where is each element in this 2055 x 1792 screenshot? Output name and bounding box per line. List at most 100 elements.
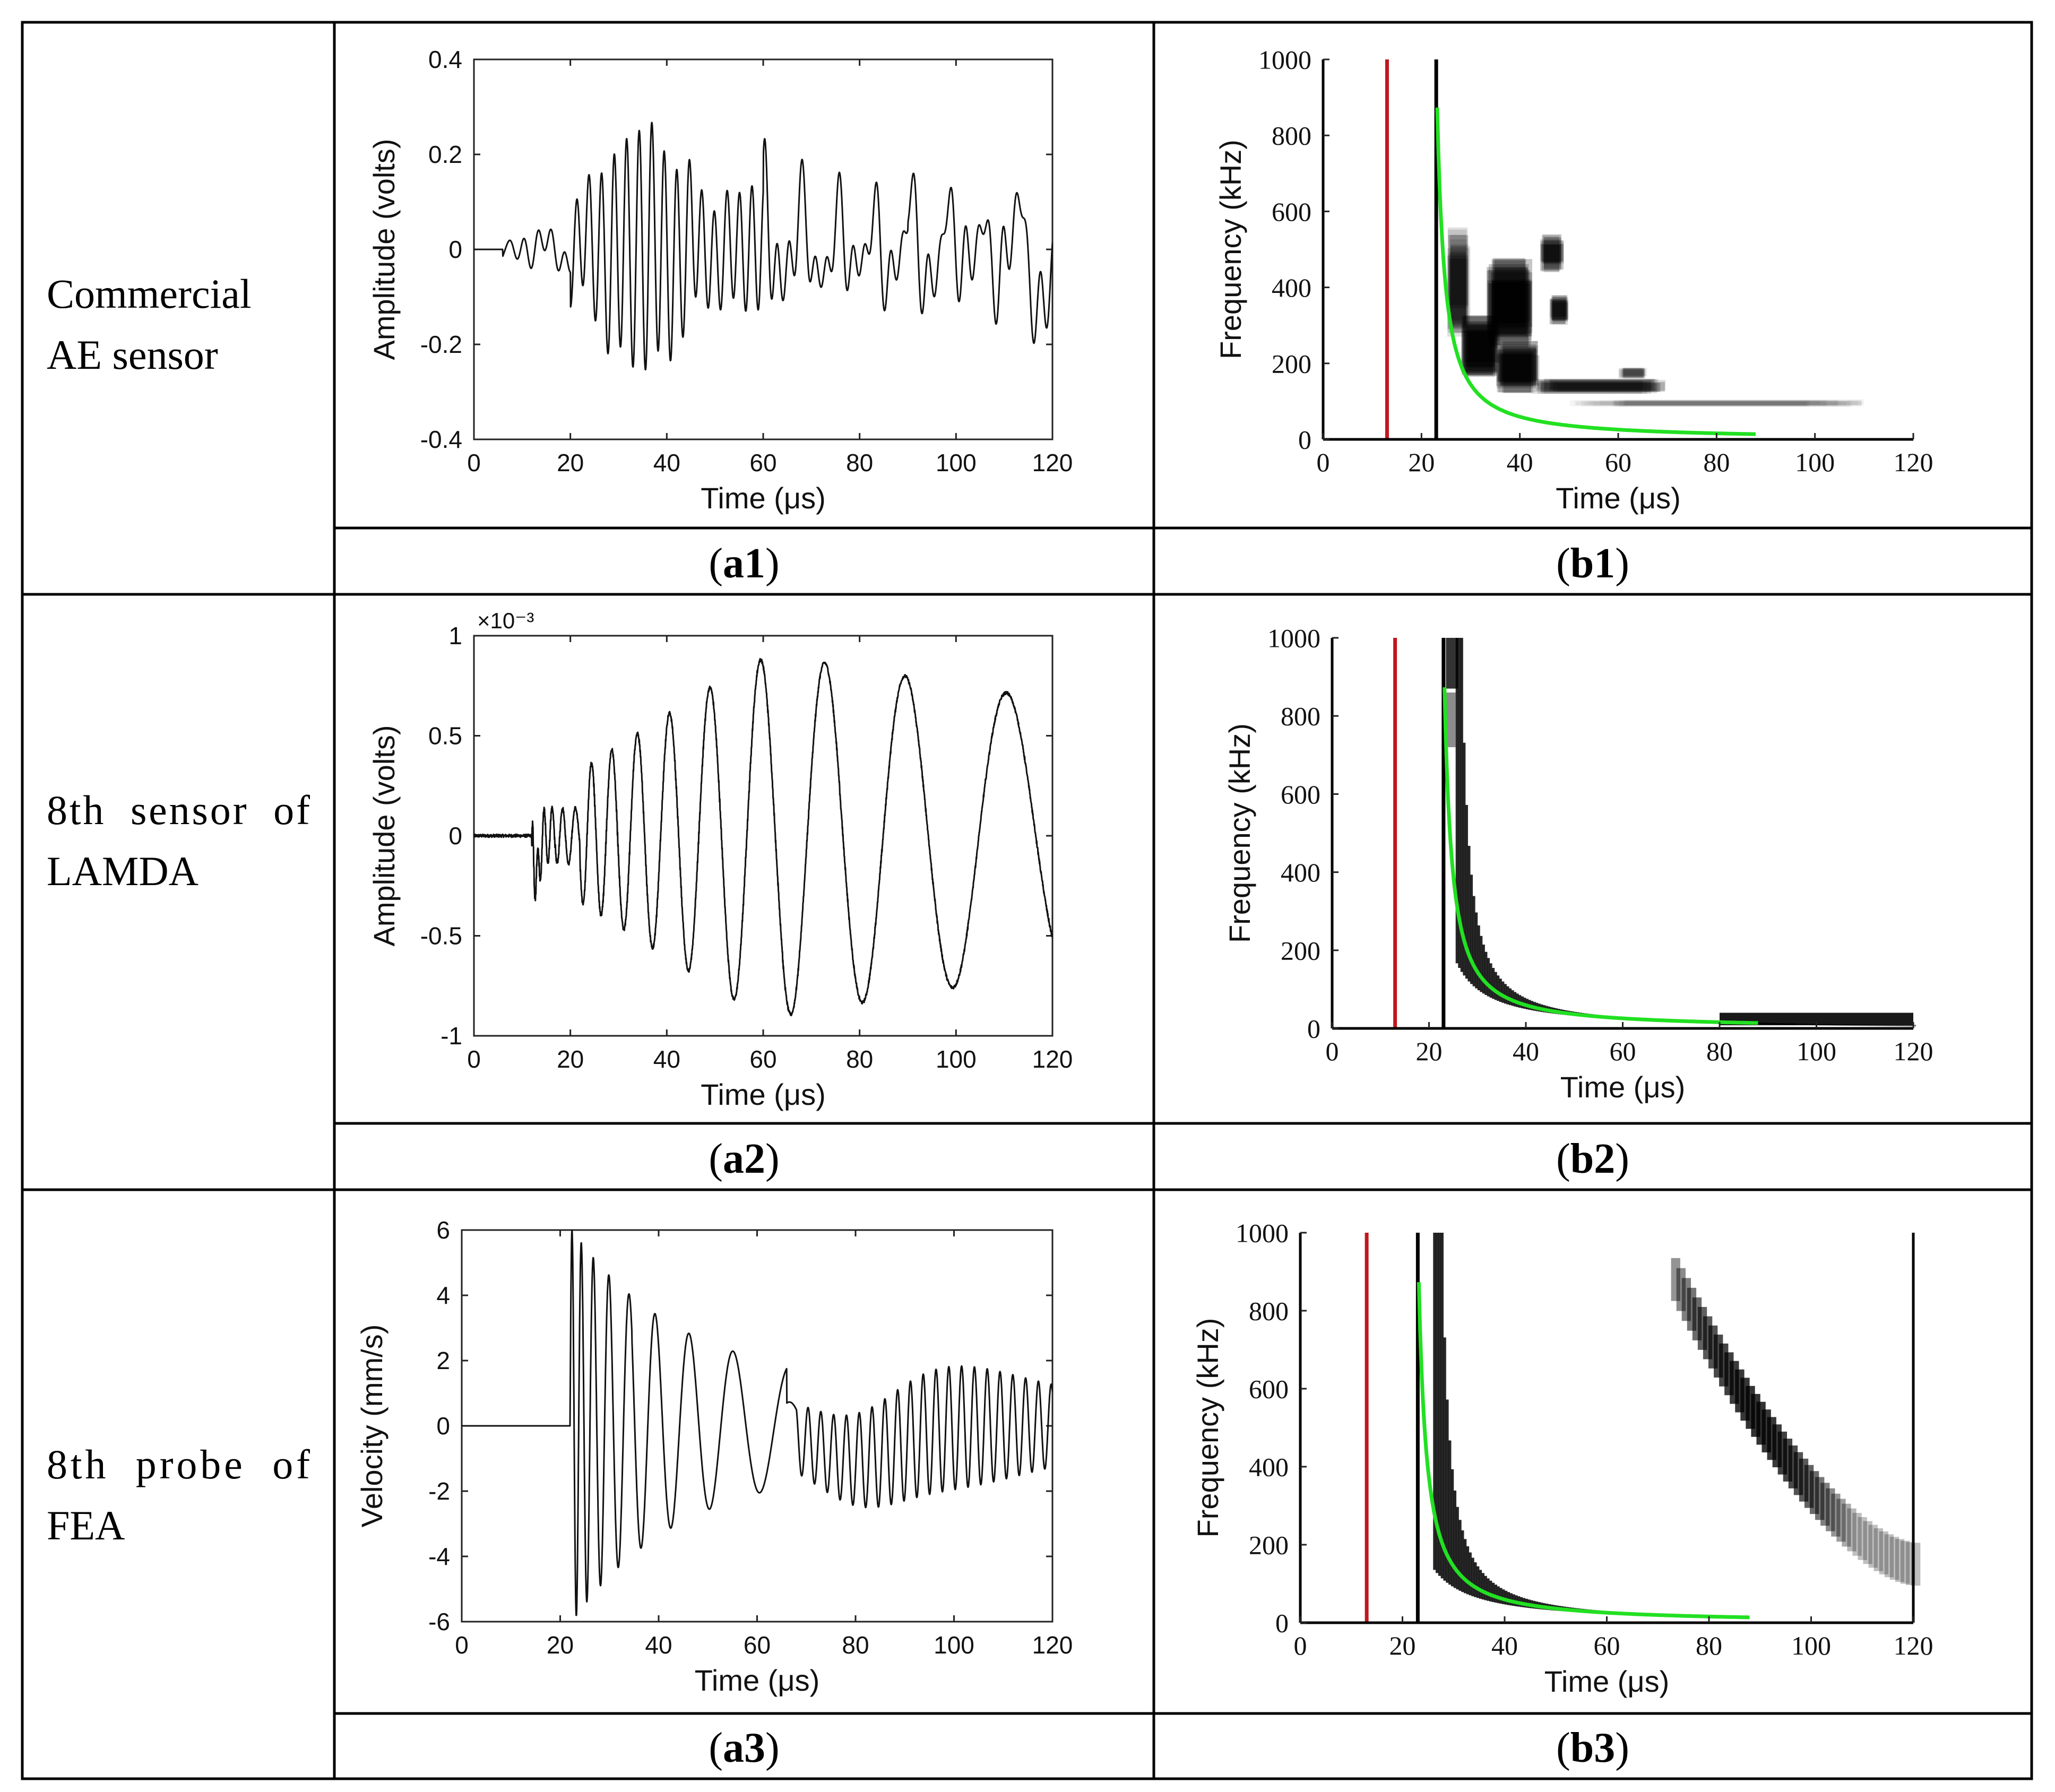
- energy-blob: [1530, 383, 1652, 392]
- y-tick-label: 1000: [1258, 45, 1311, 75]
- energy-blob: [1450, 246, 1471, 324]
- table-grid: [21, 21, 2033, 1780]
- energy-blob: [1551, 300, 1566, 321]
- energy-band-cell: [1443, 1337, 1446, 1581]
- x-tick-label: 120: [1894, 447, 1933, 477]
- energy-blob: [1500, 345, 1538, 382]
- energy-blob: [1540, 240, 1560, 271]
- energy-blob: [1552, 382, 1665, 392]
- row-label-2-line1: 8th sensor of: [47, 787, 310, 833]
- energy-blob: [1541, 383, 1660, 392]
- energy-band-cell: [1497, 1586, 1500, 1604]
- energy-band-cell: [1489, 963, 1492, 998]
- energy-blob: [1461, 331, 1495, 367]
- energy-band-cell: [1484, 1575, 1487, 1600]
- energy-blob: [1503, 341, 1538, 380]
- x-tick-label: 20: [1408, 447, 1435, 477]
- y-tick-label: -1: [441, 1022, 462, 1050]
- secondary-mode-cell: [1842, 1503, 1851, 1547]
- x-tick-label: 80: [846, 449, 873, 477]
- row-label-3: 8th probe of FEA: [47, 1441, 310, 1548]
- row-label-1-line1: Commercial: [47, 271, 252, 317]
- energy-blob: [1495, 259, 1526, 335]
- energy-blob: [1543, 237, 1561, 263]
- energy-band-cell: [1453, 1490, 1457, 1588]
- energy-blob: [1498, 351, 1534, 382]
- dispersion-ridge-line: [1417, 1282, 1750, 1620]
- energy-blob: [1463, 330, 1497, 371]
- x-tick-label: 60: [749, 1045, 776, 1073]
- energy-blob: [1542, 234, 1561, 263]
- x-tick-label: 60: [744, 1631, 771, 1659]
- waveform-line: [461, 1229, 1054, 1616]
- row-label-2-line2: LAMDA: [47, 848, 198, 894]
- x-tick-label: 60: [749, 449, 776, 477]
- energy-blob: [1619, 369, 1646, 376]
- energy-blob: [1623, 367, 1643, 378]
- x-axis-label: Time (μs): [695, 1664, 819, 1697]
- energy-blob: [1489, 283, 1529, 348]
- y-tick-label: 0: [448, 236, 462, 263]
- x-tick-label: 0: [1326, 1036, 1339, 1066]
- energy-blob: [1450, 258, 1469, 306]
- energy-band-cell: [1470, 875, 1473, 984]
- x-tick-label: 40: [653, 1045, 680, 1073]
- energy-blob: [1549, 299, 1566, 324]
- energy-band-cell: [1467, 846, 1471, 982]
- energy-blob: [1540, 239, 1561, 271]
- x-tick-label: 0: [467, 449, 481, 477]
- caption-b3: (b3): [1556, 1725, 1629, 1771]
- energy-band-cell: [1906, 1025, 1909, 1027]
- energy-blob: [1576, 401, 1863, 405]
- caption-a1: (a1): [709, 540, 779, 587]
- waveform-chart-a1: 0 20 40 60 80 100 120 -0.4 -0.2 0 0.2 0.4 Time (μs) A…: [367, 46, 1073, 515]
- energy-band-cell: [1497, 975, 1500, 1001]
- y-tick-label: 600: [1272, 197, 1311, 227]
- energy-blob: [1552, 300, 1568, 320]
- energy-band-cell: [1913, 1025, 1916, 1027]
- energy-blob: [1543, 240, 1564, 270]
- energy-blob: [1501, 354, 1531, 384]
- energy-blob: [1499, 344, 1536, 386]
- x-tick-label: 0: [1317, 447, 1330, 477]
- energy-blob: [1540, 244, 1564, 261]
- x-tick-label: 100: [1797, 1036, 1836, 1066]
- energy-band-cell: [1484, 951, 1488, 995]
- energy-blob: [1550, 300, 1567, 317]
- energy-blob: [1552, 295, 1567, 320]
- x-axis-label: Time (μs): [1560, 1070, 1685, 1104]
- energy-blob: [1461, 316, 1498, 373]
- x-tick-label: 120: [1894, 1631, 1933, 1660]
- energy-band-cell: [1433, 1233, 1436, 1570]
- caption-a3-label: a3: [723, 1725, 765, 1771]
- x-tick-label: 100: [934, 1631, 974, 1659]
- y-tick-label: 1000: [1267, 624, 1320, 653]
- secondary-mode-cell: [1858, 1517, 1867, 1560]
- energy-band-cell: [1448, 1440, 1452, 1585]
- x-tick-label: 20: [1389, 1631, 1416, 1660]
- energy-blob: [1466, 326, 1493, 375]
- x-tick-label: 100: [1795, 447, 1835, 477]
- energy-band-cell: [1465, 804, 1468, 979]
- energy-band-cell: [1879, 1024, 1883, 1026]
- y-tick-label: -0.2: [420, 331, 462, 358]
- energy-blob: [1449, 252, 1466, 320]
- energy-blob: [1543, 379, 1659, 392]
- energy-band-cell: [1487, 1578, 1490, 1601]
- energy-band-cell: [1898, 1025, 1902, 1027]
- secondary-mode-cell: [1831, 1493, 1841, 1537]
- energy-blob: [1449, 239, 1467, 333]
- row-label-3-line1: 8th probe of: [47, 1441, 310, 1487]
- energy-band-cell: [1475, 912, 1478, 989]
- energy-blob: [1464, 316, 1498, 372]
- secondary-mode-cell: [1900, 1540, 1910, 1584]
- energy-band-cell: [1492, 968, 1495, 999]
- caption-a1-label: a1: [723, 540, 765, 587]
- energy-blob: [1497, 355, 1531, 392]
- energy-blob: [1541, 244, 1564, 262]
- y-tick-label: -4: [428, 1543, 450, 1570]
- energy-blob: [1619, 401, 1862, 407]
- x-tick-label: 120: [1032, 449, 1073, 477]
- energy-band-cell: [1466, 1546, 1470, 1595]
- waveform-line: [473, 122, 1054, 371]
